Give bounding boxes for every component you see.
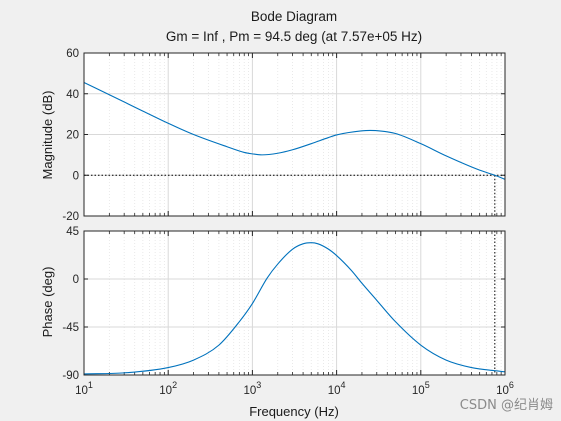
phase-y-tick-label: 0 <box>73 274 79 286</box>
phase-y-tick-label: -90 <box>62 370 79 382</box>
x-tick-label: 105 <box>412 380 430 397</box>
magnitude-axes-box <box>83 52 506 217</box>
phase-plot[interactable]: -90 -45 0 45 101 102 103 104 105 106 <box>62 226 514 397</box>
phase-response-line <box>83 242 506 375</box>
magnitude-plot[interactable]: -20 0 20 40 60 <box>62 48 506 223</box>
magnitude-response-line <box>83 82 506 180</box>
magnitude-y-tick-label: 60 <box>66 48 79 60</box>
phase-axis-label: Phase (deg) <box>40 267 55 338</box>
watermark: CSDN @纪肖姆 <box>459 398 553 413</box>
magnitude-y-tick-label: 40 <box>66 89 79 101</box>
x-tick-label: 102 <box>159 380 177 397</box>
magnitude-y-tick-label: 0 <box>73 170 79 182</box>
magnitude-axis-label: Magnitude (dB) <box>40 91 55 180</box>
magnitude-y-tick-label: -20 <box>62 211 79 223</box>
chart-title: Bode Diagram <box>251 9 337 24</box>
x-tick-label: 106 <box>496 380 514 397</box>
x-tick-label: 104 <box>328 380 346 397</box>
phase-y-tick-label: 45 <box>66 226 79 238</box>
chart-subtitle: Gm = Inf , Pm = 94.5 deg (at 7.57e+05 Hz… <box>166 29 422 44</box>
magnitude-y-tick-label: 20 <box>66 130 79 142</box>
x-tick-label: 103 <box>243 380 261 397</box>
phase-plot-area <box>84 231 505 375</box>
frequency-axis-label: Frequency (Hz) <box>249 404 339 419</box>
phase-axes-box <box>83 230 506 376</box>
phase-y-tick-label: -45 <box>62 322 79 334</box>
x-tick-label: 101 <box>75 380 93 397</box>
